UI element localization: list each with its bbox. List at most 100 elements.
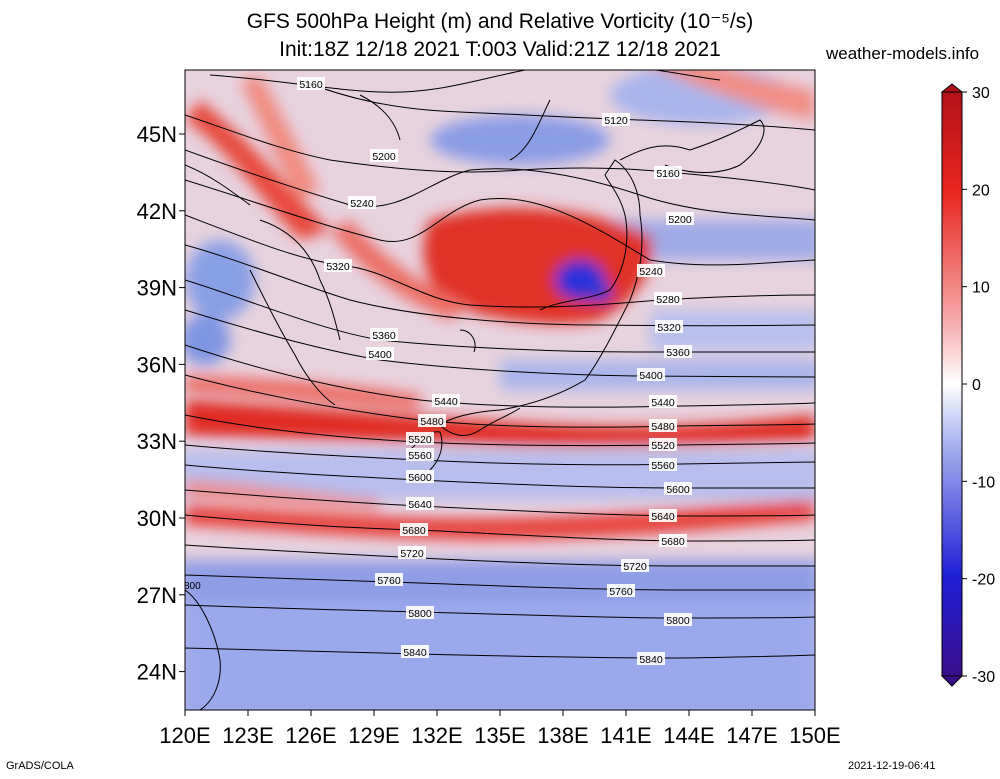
lat-tick-label: 42N [137, 199, 177, 224]
coastline [439, 407, 521, 436]
contour-label: 5160 [656, 168, 680, 180]
contour-label-bg [375, 573, 403, 586]
colorbar-tick-label: -10 [972, 474, 995, 491]
contour-label-bg [649, 509, 677, 522]
contour-line [185, 514, 815, 542]
lon-tick-label: 123E [222, 723, 273, 748]
contour-label-bg [398, 546, 426, 559]
contour-line [185, 604, 815, 619]
contour-label-bg [324, 259, 352, 272]
contour-label: 5200 [372, 151, 396, 163]
footer-left: GrADS/COLA [6, 760, 74, 772]
contour-label: 5480 [420, 416, 444, 428]
contour-label-bg [602, 113, 630, 126]
lon-tick-label: 144E [663, 723, 714, 748]
contour-label-bg [649, 458, 677, 471]
contour-label: 5560 [408, 450, 432, 462]
contour-label: 5200 [668, 214, 692, 226]
lat-tick-label: 36N [137, 352, 177, 377]
lon-tick-label: 126E [285, 723, 336, 748]
contour-line [185, 489, 815, 517]
contour-label-bg [637, 368, 665, 381]
contour-label: 5320 [326, 261, 350, 273]
lon-tick-label: 150E [789, 723, 840, 748]
map-title: GFS 500hPa Height (m) and Relative Vorti… [246, 10, 754, 33]
contour-label-bg [366, 347, 394, 360]
colorbar-ticks: 30 20 10 0 -10 -20 -30 [962, 85, 995, 686]
contour-label: 5840 [403, 647, 427, 659]
contour-label: 5440 [434, 396, 458, 408]
contour-label: 5320 [657, 322, 681, 334]
contour-line [185, 574, 815, 591]
contour-label-bg [406, 432, 434, 445]
contour-label-bg [637, 652, 665, 665]
contour-label-bg [654, 292, 682, 305]
lat-tick-label: 24N [137, 660, 177, 685]
colorbar-tick-label: 0 [972, 377, 981, 394]
contour-label-bg [348, 196, 376, 209]
contour-label: 5680 [402, 525, 426, 537]
contour-label: 5480 [651, 421, 675, 433]
contour-label: 5520 [408, 434, 432, 446]
longitude-axis: 120E 123E 126E 129E 132E 135E 138E 141E 144E 147E… [159, 710, 841, 748]
coastline [439, 159, 643, 426]
contour-line [185, 179, 815, 266]
contour-label: 5680 [661, 536, 685, 548]
contour-label-bg [406, 448, 434, 461]
colorbar-tick-label: -20 [972, 572, 995, 589]
site-label: weather-models.info [826, 44, 980, 63]
coastline [185, 164, 251, 206]
contour-label: 5280 [656, 294, 680, 306]
contour-line [185, 374, 815, 428]
contour-label-bg [654, 166, 682, 179]
contour-label-bg [607, 584, 635, 597]
contour-label-bg [432, 394, 460, 407]
contour-labels: 5120 5160 5160 5200 5200 5240 5240 5280 5320 5320… [297, 77, 694, 666]
coastline [619, 119, 765, 173]
lon-tick-label: 129E [348, 723, 399, 748]
lon-tick-label: 141E [600, 723, 651, 748]
contour-line [185, 279, 815, 353]
lat-tick-label: 39N [137, 276, 177, 301]
contour-label: 5840 [639, 654, 663, 666]
contour-line [299, 79, 815, 131]
contour-label-bg [649, 419, 677, 432]
coastline [359, 94, 401, 141]
contour-label-bg [406, 497, 434, 510]
contour-label: 5520 [651, 440, 675, 452]
colorbar-tick-label: -30 [972, 669, 995, 686]
lat-tick-label: 45N [137, 122, 177, 147]
contour-label: 5240 [639, 266, 663, 278]
contour-label: 5720 [623, 561, 647, 573]
contour-label: 5760 [609, 586, 633, 598]
colorbar-tick-label: 30 [972, 85, 990, 102]
latitude-axis: 24N 27N 30N 33N 36N 39N 42N 45N [137, 122, 185, 685]
contour-label: 5600 [408, 472, 432, 484]
contour-label-bg [418, 414, 446, 427]
contour-label-bg [297, 77, 325, 90]
contour-label: 5800 [408, 608, 432, 620]
contour-label-bg [370, 149, 398, 162]
contour-edge-label: 800 [184, 581, 201, 592]
contour-label-bg [401, 645, 429, 658]
contour-label-bg [649, 438, 677, 451]
contour-label: 5240 [350, 198, 374, 210]
coastline [185, 589, 221, 710]
contour-label-bg [664, 482, 692, 495]
contour-line [185, 544, 815, 567]
contour-label-bg [400, 523, 428, 536]
contour-label-bg [406, 606, 434, 619]
contour-label: 5640 [651, 511, 675, 523]
contour-label-bg [664, 613, 692, 626]
contour-line [185, 464, 815, 489]
contour-label: 5400 [639, 370, 663, 382]
coastline [509, 99, 551, 161]
contour-label: 5160 [299, 79, 323, 91]
vorticity-field [185, 70, 815, 710]
colorbar: 30 20 10 0 -10 -20 -30 [940, 83, 995, 687]
contour-label: 5600 [666, 484, 690, 496]
contour-label-bg [666, 212, 694, 225]
lat-tick-label: 30N [137, 506, 177, 531]
